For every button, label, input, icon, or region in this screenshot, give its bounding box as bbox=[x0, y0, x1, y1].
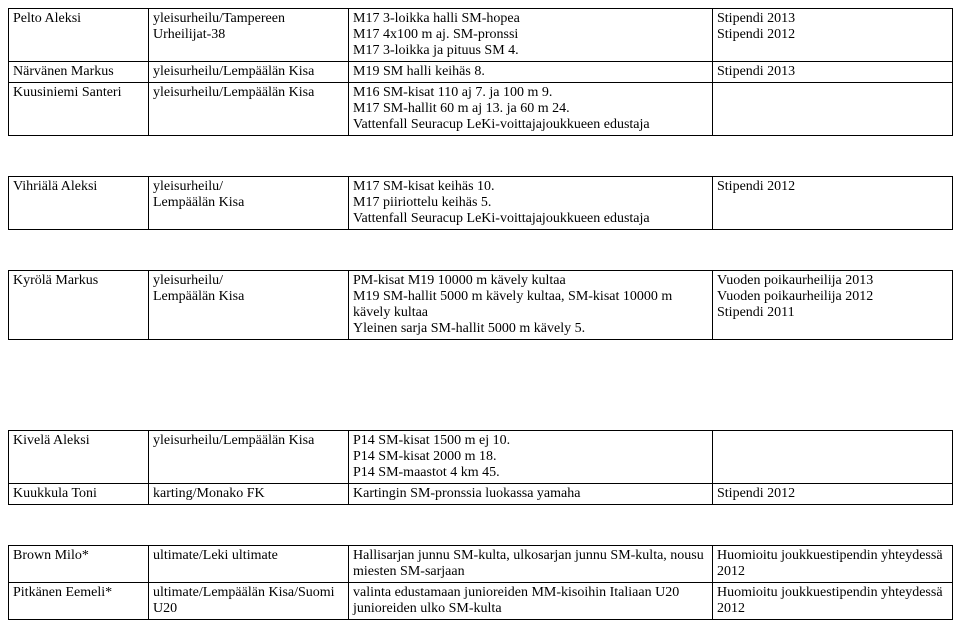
cell-c: Kartingin SM-pronssia luokassa yamaha bbox=[349, 484, 713, 505]
cell-a: Kyrölä Markus bbox=[9, 271, 149, 340]
cell-a: Brown Milo* bbox=[9, 546, 149, 583]
cell-c: valinta edustamaan junioreiden MM-kisoih… bbox=[349, 583, 713, 620]
table-row: Kivelä Aleksiyleisurheilu/Lempäälän Kisa… bbox=[9, 431, 953, 484]
cell-a: Kuukkula Toni bbox=[9, 484, 149, 505]
cell-a: Vihriälä Aleksi bbox=[9, 177, 149, 230]
table-row: Pelto Aleksiyleisurheilu/Tampereen Urhei… bbox=[9, 9, 953, 62]
table-group-5: Brown Milo*ultimate/Leki ultimateHallisa… bbox=[8, 545, 953, 620]
table-row: Pitkänen Eemeli*ultimate/Lempäälän Kisa/… bbox=[9, 583, 953, 620]
cell-c: Hallisarjan junnu SM-kulta, ulkosarjan j… bbox=[349, 546, 713, 583]
cell-d: Stipendi 2013 bbox=[713, 62, 953, 83]
cell-c: PM-kisat M19 10000 m kävely kultaaM19 SM… bbox=[349, 271, 713, 340]
table-row: Vihriälä Aleksiyleisurheilu/Lempäälän Ki… bbox=[9, 177, 953, 230]
table-row: Brown Milo*ultimate/Leki ultimateHallisa… bbox=[9, 546, 953, 583]
cell-d: Stipendi 2013Stipendi 2012 bbox=[713, 9, 953, 62]
cell-d: Huomioitu joukkuestipendin yhteydessä 20… bbox=[713, 583, 953, 620]
cell-d: Huomioitu joukkuestipendin yhteydessä 20… bbox=[713, 546, 953, 583]
cell-b: yleisurheilu/Lempäälän Kisa bbox=[149, 431, 349, 484]
cell-b: ultimate/Lempäälän Kisa/Suomi U20 bbox=[149, 583, 349, 620]
cell-b: yleisurheilu/Lempäälän Kisa bbox=[149, 62, 349, 83]
cell-c: M17 3-loikka halli SM-hopeaM17 4x100 m a… bbox=[349, 9, 713, 62]
table-group-3: Kyrölä Markusyleisurheilu/Lempäälän Kisa… bbox=[8, 270, 953, 340]
table-row: Närvänen Markusyleisurheilu/Lempäälän Ki… bbox=[9, 62, 953, 83]
cell-b: karting/Monako FK bbox=[149, 484, 349, 505]
cell-a: Kivelä Aleksi bbox=[9, 431, 149, 484]
cell-a: Pitkänen Eemeli* bbox=[9, 583, 149, 620]
table-row: Kyrölä Markusyleisurheilu/Lempäälän Kisa… bbox=[9, 271, 953, 340]
cell-a: Pelto Aleksi bbox=[9, 9, 149, 62]
cell-d bbox=[713, 431, 953, 484]
cell-b: yleisurheilu/Lempäälän Kisa bbox=[149, 177, 349, 230]
cell-b: yleisurheilu/Lempäälän Kisa bbox=[149, 271, 349, 340]
table-group-1: Pelto Aleksiyleisurheilu/Tampereen Urhei… bbox=[8, 8, 953, 136]
cell-b: yleisurheilu/Lempäälän Kisa bbox=[149, 83, 349, 136]
cell-b: yleisurheilu/Tampereen Urheilijat-38 bbox=[149, 9, 349, 62]
table-group-4: Kivelä Aleksiyleisurheilu/Lempäälän Kisa… bbox=[8, 430, 953, 505]
cell-b: ultimate/Leki ultimate bbox=[149, 546, 349, 583]
cell-a: Närvänen Markus bbox=[9, 62, 149, 83]
cell-d: Stipendi 2012 bbox=[713, 484, 953, 505]
cell-d: Stipendi 2012 bbox=[713, 177, 953, 230]
table-row: Kuukkula Tonikarting/Monako FKKartingin … bbox=[9, 484, 953, 505]
cell-c: M16 SM-kisat 110 aj 7. ja 100 m 9.M17 SM… bbox=[349, 83, 713, 136]
cell-a: Kuusiniemi Santeri bbox=[9, 83, 149, 136]
cell-d: Vuoden poikaurheilija 2013Vuoden poikaur… bbox=[713, 271, 953, 340]
table-group-2: Vihriälä Aleksiyleisurheilu/Lempäälän Ki… bbox=[8, 176, 953, 230]
cell-c: M19 SM halli keihäs 8. bbox=[349, 62, 713, 83]
cell-c: M17 SM-kisat keihäs 10.M17 piiriottelu k… bbox=[349, 177, 713, 230]
cell-c: P14 SM-kisat 1500 m ej 10.P14 SM-kisat 2… bbox=[349, 431, 713, 484]
cell-d bbox=[713, 83, 953, 136]
table-row: Kuusiniemi Santeriyleisurheilu/Lempäälän… bbox=[9, 83, 953, 136]
